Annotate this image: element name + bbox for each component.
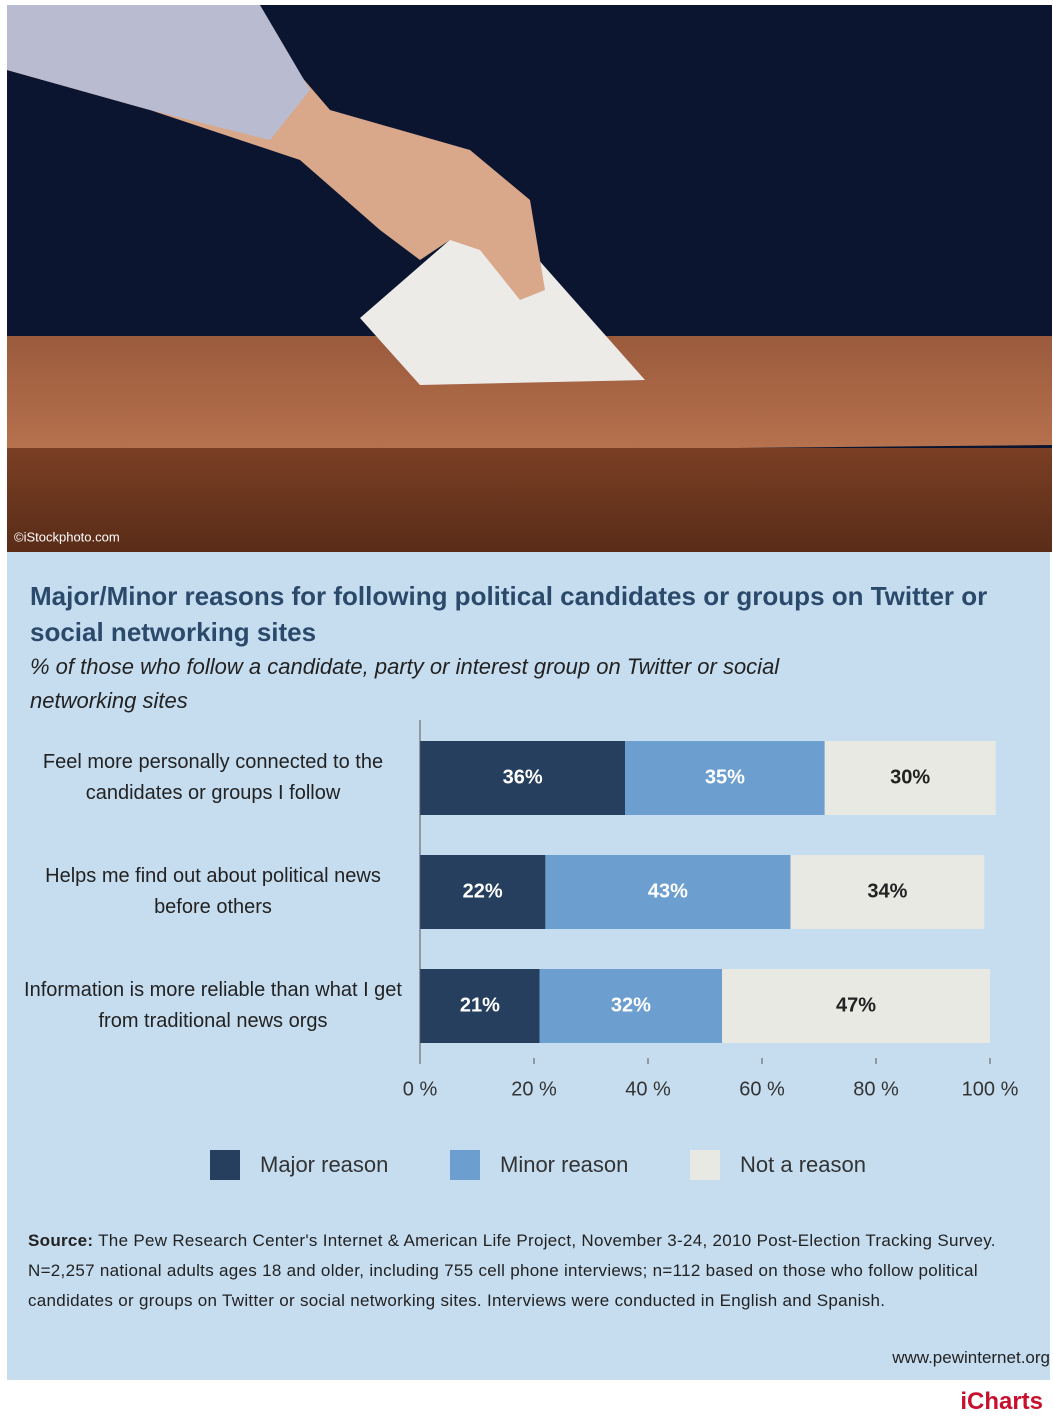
bar-segment — [545, 855, 791, 929]
chart-title: Major/Minor reasons for following politi… — [30, 581, 988, 647]
value-label: 47% — [836, 994, 876, 1016]
legend-swatch — [210, 1150, 240, 1180]
bar-segment — [420, 855, 546, 929]
chart-subtitle: % of those who follow a candidate, party… — [30, 654, 780, 713]
photo-credit: ©iStockphoto.com — [14, 529, 120, 544]
x-tick-label: 40 % — [625, 1078, 671, 1100]
legend-label: Major reason — [260, 1152, 388, 1177]
y-tick-label: Feel more personally connected to the ca… — [42, 751, 384, 804]
ballot-box-front — [7, 448, 1052, 552]
y-tick-label: Information is more reliable than what I… — [24, 979, 402, 1032]
bar-segment — [625, 741, 825, 815]
x-tick-label: 20 % — [511, 1078, 557, 1100]
ballot-box-top — [7, 336, 1052, 455]
bar-segment — [420, 741, 626, 815]
bar-segment — [790, 855, 985, 929]
value-label: 43% — [648, 880, 688, 902]
value-label: 21% — [460, 994, 500, 1016]
bar-segment — [824, 741, 996, 815]
ballot-paper — [360, 205, 645, 385]
value-label: 22% — [463, 880, 503, 902]
x-tick-label: 0 % — [403, 1078, 438, 1100]
website: www.pewinternet.org — [892, 1348, 1050, 1367]
value-label: 32% — [611, 994, 651, 1016]
sleeve — [7, 5, 310, 140]
bar-segment — [420, 969, 540, 1043]
y-tick-label: Helps me find out about political news b… — [45, 865, 381, 918]
value-label: 30% — [890, 766, 930, 788]
value-label: 36% — [503, 766, 543, 788]
legend-swatch — [450, 1150, 480, 1180]
brand: iCharts — [960, 1388, 1043, 1415]
bar-segment — [539, 969, 723, 1043]
legend-swatch — [690, 1150, 720, 1180]
legend-label: Minor reason — [500, 1152, 628, 1177]
x-tick-label: 60 % — [739, 1078, 785, 1100]
panel — [7, 552, 1050, 1380]
source-note: Source: The Pew Research Center's Intern… — [28, 1226, 1050, 1316]
x-tick-label: 80 % — [853, 1078, 899, 1100]
source-label: Source: — [28, 1231, 94, 1250]
legend-label: Not a reason — [740, 1152, 866, 1177]
value-label: 34% — [867, 880, 907, 902]
value-label: 35% — [705, 766, 745, 788]
source-text: The Pew Research Center's Internet & Ame… — [28, 1231, 996, 1310]
x-tick-label: 100 % — [962, 1078, 1019, 1100]
bar-segment — [722, 969, 990, 1043]
